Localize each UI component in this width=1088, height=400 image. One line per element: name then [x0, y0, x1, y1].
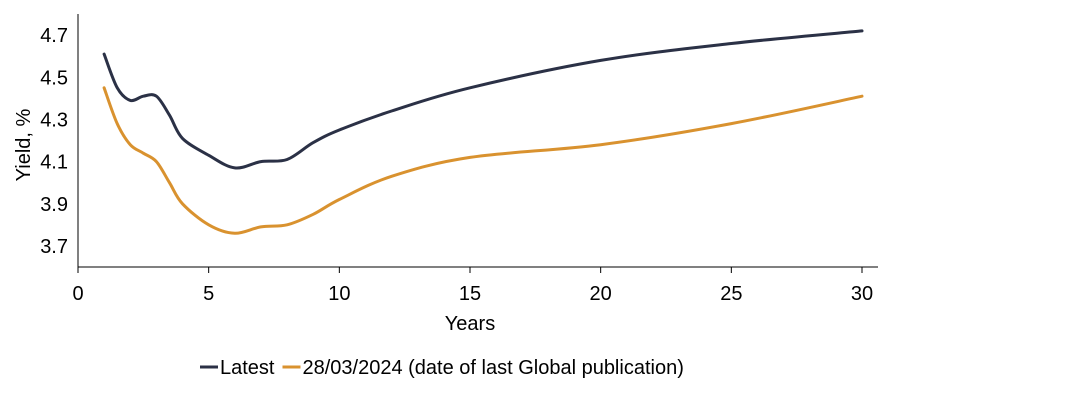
x-tick-label: 10	[328, 283, 350, 305]
y-tick-label: 4.1	[40, 152, 68, 174]
tick-labels: 0 5 10 15 20 25 30 3.7 3.9 4.1 4.3 4.5 4.7	[40, 25, 873, 305]
y-tick-label: 3.7	[40, 236, 68, 258]
x-tick-label: 15	[459, 283, 481, 305]
x-tick-label: 20	[590, 283, 612, 305]
x-tick-label: 30	[851, 283, 873, 305]
x-tick-label: 25	[720, 283, 742, 305]
axes	[77, 14, 878, 273]
plot-lines	[102, 29, 864, 235]
legend: Latest 28/03/2024 (date of last Global pu…	[200, 357, 684, 379]
y-tick-label: 3.9	[40, 194, 68, 216]
y-tick-label: 4.7	[40, 25, 68, 47]
series-line-2	[102, 86, 864, 235]
x-tick-label: 5	[203, 283, 214, 305]
y-tick-label: 4.3	[40, 109, 68, 131]
legend-label-1: Latest	[220, 357, 275, 379]
series-line-1	[102, 29, 864, 170]
x-tick-label: 0	[72, 283, 83, 305]
y-axis-title: Yield, %	[13, 108, 35, 181]
x-axis-title: Years	[445, 313, 495, 335]
y-tick-label: 4.5	[40, 67, 68, 89]
legend-label-2: 28/03/2024 (date of last Global publicat…	[302, 357, 683, 379]
